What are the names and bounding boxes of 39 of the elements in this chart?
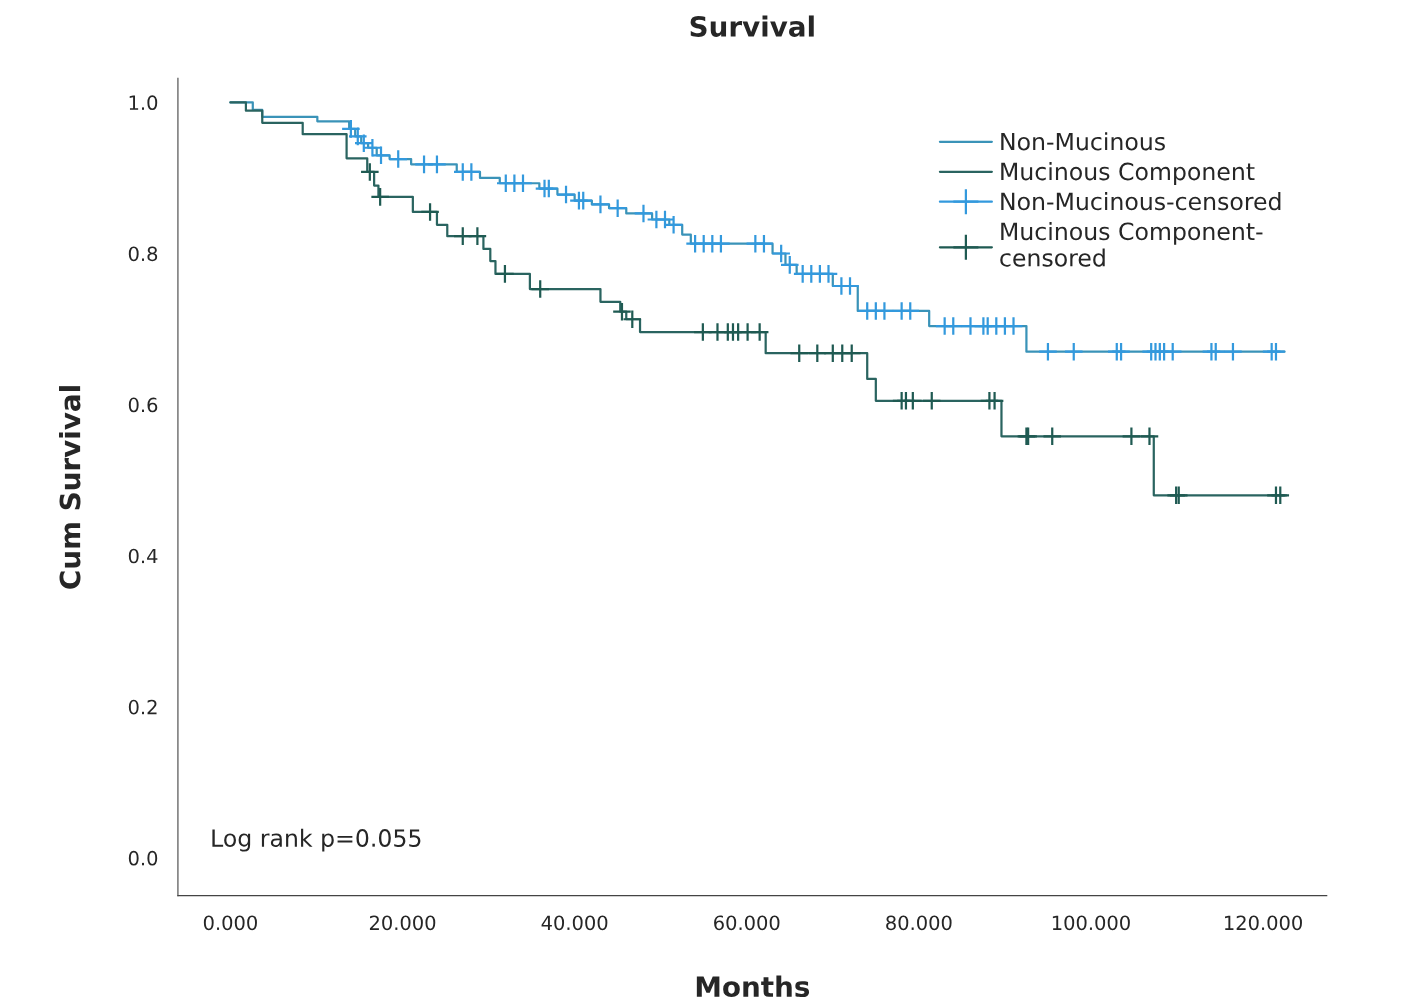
y-tick-label: 0.0 [128,850,158,866]
x-tick-label: 80.000 [886,915,952,931]
point [467,226,488,247]
y-tick-label: 0.6 [128,397,158,413]
x-tick-label: 20.000 [369,915,436,931]
point [1121,426,1142,447]
x-axis-title: Months [696,975,810,998]
point [612,301,632,322]
x-tick-label: 0.000 [203,915,257,931]
point [1042,426,1063,447]
point [984,390,1005,411]
point [789,343,810,364]
point [841,343,862,364]
point [902,390,923,411]
y-tick-label: 0.2 [128,699,157,715]
legend-label: Mucinous Component- censored [1000,221,1263,267]
x-tick-label: 40.000 [541,915,608,931]
annotation: Log rank p=0.055 [212,828,421,852]
point [420,202,440,222]
x-tick-label: 60.000 [714,915,780,931]
point [622,309,643,330]
point [749,322,770,342]
chart-title: Survival [690,15,814,37]
y-tick-label: 1.0 [129,95,158,111]
point [359,162,380,182]
point [495,264,515,284]
legend-label: Non-Mucinous-censored [1001,192,1281,211]
point [370,186,391,207]
point [1139,426,1160,447]
y-tick-label: 0.8 [128,246,158,262]
legend-label: Non-Mucinous [1001,132,1165,151]
y-tick-label: 0.4 [128,548,158,564]
point [530,279,551,299]
point [921,390,942,411]
x-tick-label: 120.000 [1225,915,1302,931]
point [1270,485,1291,506]
y-axis-title: Cum Survival [59,386,81,589]
legend-label: Mucinous Component [1001,162,1255,185]
x-tick-label: 100.000 [1052,915,1130,931]
